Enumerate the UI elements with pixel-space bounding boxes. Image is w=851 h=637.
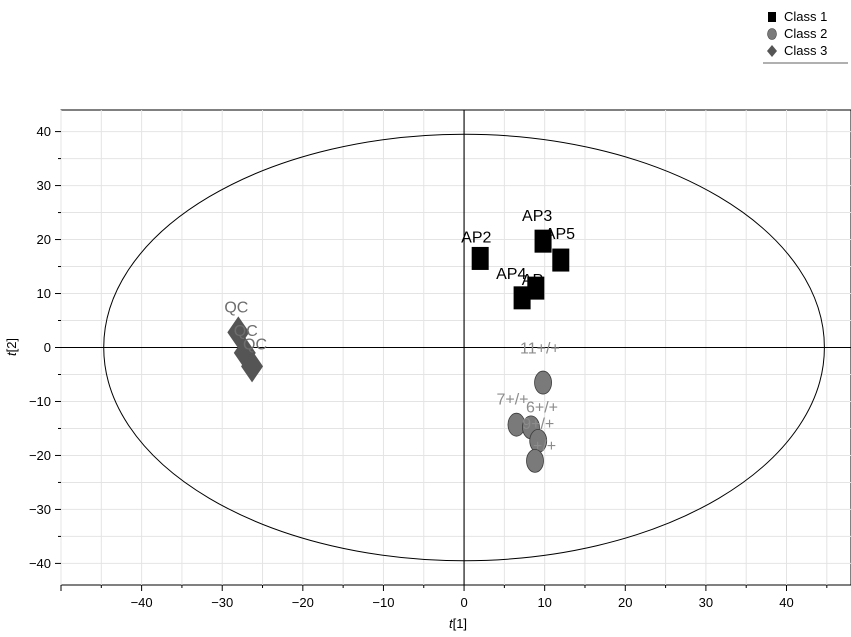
data-point-square: [471, 246, 489, 270]
legend-item-class-1: Class 1: [763, 8, 848, 25]
circle-marker-icon: [766, 27, 778, 40]
y-axis-title: t[2]: [4, 338, 19, 356]
x-tick-label: −30: [211, 595, 233, 610]
data-points: [227, 229, 570, 473]
diamond-marker-icon: [766, 44, 778, 57]
data-point-square: [552, 248, 570, 272]
point-label: 11+/+: [520, 341, 560, 358]
point-label: AP3: [522, 208, 552, 225]
point-label: QC: [224, 299, 248, 316]
data-point-circle: [534, 370, 552, 395]
point-label: 7+/+: [496, 392, 528, 409]
point-label: 9+/+: [522, 416, 554, 433]
x-tick-label: 30: [699, 595, 713, 610]
x-tick-label: −40: [131, 595, 153, 610]
point-label: 6+/+: [526, 399, 558, 416]
square-marker-icon: [766, 11, 778, 23]
point-label: AP: [522, 272, 543, 289]
x-tick-label: 20: [618, 595, 632, 610]
legend-item-class-3: Class 3: [763, 42, 848, 59]
data-point-square: [527, 276, 545, 300]
point-label: AP2: [461, 229, 491, 246]
y-tick-label: −30: [29, 502, 51, 517]
axis-ticks: −40 −30 −20 −10 0 10 20 30 40 −40 −30 −20 −10 0 10 20 30…: [29, 124, 828, 610]
y-tick-label: −10: [29, 394, 51, 409]
point-label: +/+: [533, 438, 556, 455]
x-tick-label: 40: [779, 595, 793, 610]
x-tick-label: 10: [537, 595, 551, 610]
point-label: QC: [234, 323, 258, 340]
data-point-circle: [526, 448, 544, 473]
legend-label: Class 2: [784, 26, 828, 41]
zero-axes: [61, 110, 851, 585]
x-axis-title: t[1]: [449, 616, 467, 631]
legend-label: Class 1: [784, 9, 828, 24]
legend-item-class-2: Class 2: [763, 25, 848, 42]
legend-label: Class 3: [784, 43, 828, 58]
x-tick-label: −20: [292, 595, 314, 610]
point-label: AP4: [496, 266, 526, 283]
y-tick-label: 10: [37, 286, 51, 301]
y-tick-label: −20: [29, 448, 51, 463]
point-label: AP5: [545, 226, 575, 243]
y-tick-label: 20: [37, 232, 51, 247]
y-tick-label: −40: [29, 556, 51, 571]
data-point-square: [513, 286, 531, 310]
y-tick-label: 30: [37, 178, 51, 193]
data-point-square: [534, 229, 552, 253]
data-point-diamond: [241, 350, 264, 383]
y-tick-label: 40: [37, 124, 51, 139]
x-tick-label: 0: [460, 595, 467, 610]
x-tick-label: −10: [372, 595, 394, 610]
legend: Class 1 Class 2 Class 3: [763, 8, 848, 64]
point-label: QC: [243, 336, 267, 353]
y-tick-label: 0: [44, 340, 51, 355]
